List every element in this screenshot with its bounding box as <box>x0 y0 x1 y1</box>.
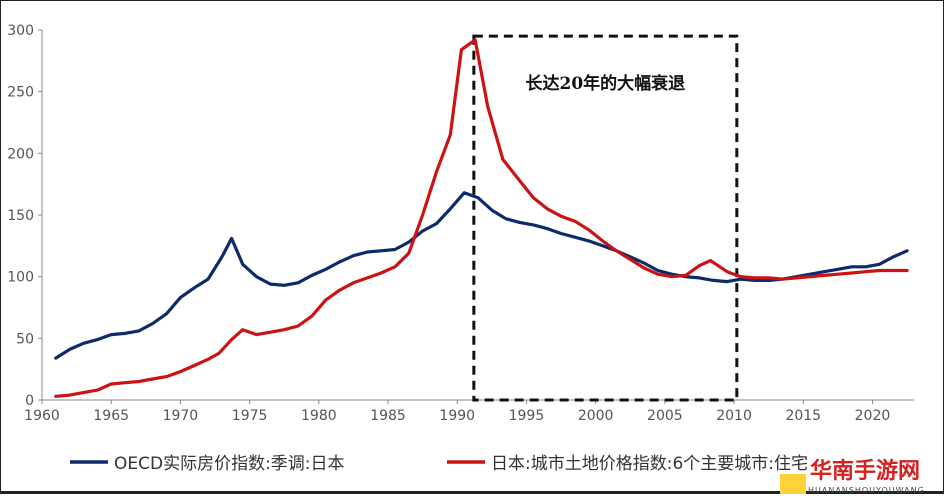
watermark: 华南手游网 HUANANSHOUYOUWANG <box>780 458 925 495</box>
watermark-logo-icon <box>780 474 806 494</box>
x-tick-label: 2005 <box>647 408 683 424</box>
x-tick-label: 2010 <box>716 408 752 424</box>
x-tick-label: 1960 <box>24 408 60 424</box>
y-tick-label: 250 <box>7 85 34 101</box>
series-layer <box>54 38 909 398</box>
x-tick-label: 1975 <box>232 408 268 424</box>
y-tick-label: 0 <box>25 393 34 409</box>
annotation-text: 长达20年的大幅衰退 <box>526 73 686 94</box>
legend: OECD实际房价指数:季调:日本 日本:城市土地价格指数:6个主要城市:住宅 <box>70 454 808 474</box>
legend-label: OECD实际房价指数:季调:日本 <box>114 454 345 474</box>
y-tick-label: 200 <box>7 146 34 162</box>
x-tick-label: 2020 <box>855 408 891 424</box>
recession-box <box>472 34 739 402</box>
x-tick-label: 2000 <box>578 408 614 424</box>
x-tick-label: 1985 <box>370 408 406 424</box>
x-tick-label: 1980 <box>301 408 337 424</box>
x-tick-label: 2015 <box>785 408 821 424</box>
axes: 0 50 100 150 200 250 300 1960 1965 1970 1975 1980 19… <box>7 23 914 424</box>
y-tick-label: 100 <box>7 270 34 286</box>
oecd-house-price-line <box>54 191 909 360</box>
x-tick-label: 1965 <box>93 408 129 424</box>
y-tick-label: 300 <box>7 23 34 39</box>
watermark-name: 华南手游网 <box>810 458 920 484</box>
legend-label: 日本:城市土地价格指数:6个主要城市:住宅 <box>491 454 808 474</box>
y-tick-label: 150 <box>7 208 34 224</box>
annotation-box: 长达20年的大幅衰退 <box>472 34 739 402</box>
urban-land-price-line <box>54 38 909 398</box>
watermark-subtitle: HUANANSHOUYOUWANG <box>808 486 925 495</box>
x-tick-label: 1995 <box>509 408 545 424</box>
x-tick-label: 1990 <box>439 408 475 424</box>
x-tick-label: 1970 <box>163 408 199 424</box>
y-tick-label: 50 <box>16 331 34 347</box>
